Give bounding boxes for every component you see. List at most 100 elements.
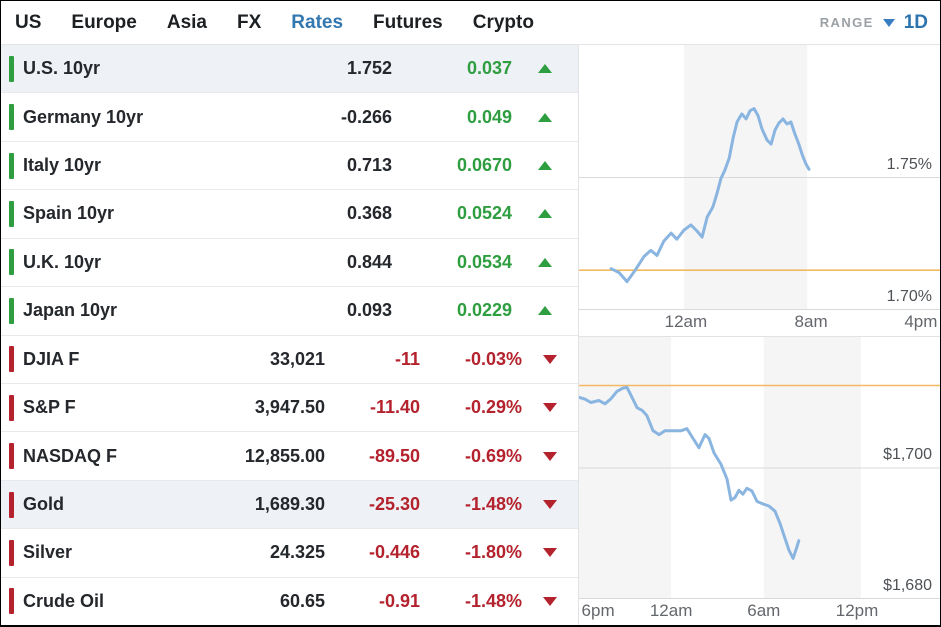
- instrument-value: 1,689.30: [254, 494, 325, 514]
- tab-crypto[interactable]: Crypto: [472, 11, 534, 33]
- direction-cell: [512, 112, 578, 122]
- triangle-down-icon: [543, 548, 557, 558]
- instrument-value: 0.093: [346, 300, 392, 321]
- accent-bar: [9, 200, 14, 227]
- direction-cell: [522, 548, 578, 558]
- direction-cell: [512, 209, 578, 219]
- direction-cell: [512, 257, 578, 267]
- range-label: RANGE: [819, 15, 874, 30]
- instrument-name: S&P F: [23, 397, 76, 418]
- us-10yr-chart-plot[interactable]: 1.75% 1.70%: [579, 45, 940, 310]
- instrument-value: 3,947.50: [254, 397, 325, 418]
- instrument-name: Italy 10yr: [23, 155, 102, 176]
- row-silver[interactable]: Silver 24.325 -0.446 -1.80%: [1, 529, 578, 578]
- instrument-value: 12,855.00: [244, 445, 325, 466]
- watchlist-table: U.S. 10yr 1.752 0.037 Germany 10yr -0.26…: [1, 45, 579, 625]
- tab-asia[interactable]: Asia: [166, 11, 207, 33]
- range-selector[interactable]: RANGE 1D: [820, 12, 928, 34]
- row-italy-10yr[interactable]: Italy 10yr 0.713 0.0670: [1, 141, 578, 191]
- x-tick-label: 6pm: [581, 601, 615, 620]
- instrument-name: Silver: [23, 542, 73, 563]
- triangle-up-icon: [538, 64, 552, 74]
- chevron-down-icon[interactable]: [882, 18, 895, 27]
- market-tabs: US Europe Asia FX Rates Futures Crypto: [15, 12, 534, 34]
- row-gold[interactable]: Gold 1,689.30 -25.30 -1.48%: [1, 480, 578, 530]
- triangle-up-icon: [538, 209, 552, 219]
- instrument-name: Crude Oil: [23, 590, 105, 611]
- instrument-name: NASDAQ F: [23, 445, 117, 466]
- range-value[interactable]: 1D: [903, 11, 928, 33]
- triangle-down-icon: [543, 500, 557, 509]
- row-u-s-10yr[interactable]: U.S. 10yr 1.752 0.037: [1, 45, 578, 94]
- instrument-name: U.K. 10yr: [23, 251, 102, 272]
- instrument-value: 1.752: [346, 58, 392, 79]
- accent-bar: [9, 443, 14, 470]
- instrument-name: DJIA F: [23, 348, 80, 369]
- accent-bar: [9, 491, 14, 518]
- row-djia-f[interactable]: DJIA F 33,021 -11 -0.03%: [1, 335, 578, 384]
- instrument-change: 0.0670: [456, 155, 512, 176]
- gold-chart-plot[interactable]: $1,700 $1,680: [579, 337, 940, 599]
- instrument-name: Gold: [23, 494, 64, 514]
- x-tick-label: 6am: [747, 601, 781, 620]
- tab-futures[interactable]: Futures: [373, 11, 443, 33]
- instrument-name: Spain 10yr: [23, 203, 115, 224]
- triangle-down-icon: [543, 354, 557, 364]
- direction-cell: [522, 500, 578, 509]
- instrument-change: 0.0524: [456, 203, 512, 224]
- x-tick-label: 12am: [649, 601, 693, 620]
- instrument-change: -89.50: [368, 445, 420, 466]
- instrument-change: 0.0534: [456, 251, 512, 272]
- row-nasdaq-f[interactable]: NASDAQ F 12,855.00 -89.50 -0.69%: [1, 432, 578, 481]
- tab-fx[interactable]: FX: [237, 11, 262, 33]
- instrument-change-pct: -1.80%: [464, 542, 522, 563]
- x-tick-label: 8am: [794, 312, 828, 331]
- instrument-name: Japan 10yr: [23, 300, 118, 321]
- row-germany-10yr[interactable]: Germany 10yr -0.266 0.049: [1, 93, 578, 142]
- instrument-change: -11: [394, 348, 420, 369]
- row-japan-10yr[interactable]: Japan 10yr 0.093 0.0229: [1, 287, 578, 336]
- direction-cell: [522, 596, 578, 606]
- triangle-down-icon: [543, 403, 557, 413]
- gold-chart[interactable]: $1,700 $1,680 6pm 12am 6am 12pm: [579, 337, 940, 625]
- x-tick-label: 4pm: [904, 312, 938, 331]
- row-u-k-10yr[interactable]: U.K. 10yr 0.844 0.0534: [1, 238, 578, 288]
- row-spain-10yr[interactable]: Spain 10yr 0.368 0.0524: [1, 190, 578, 239]
- tab-europe[interactable]: Europe: [71, 11, 137, 33]
- direction-cell: [512, 161, 578, 171]
- instrument-value: 24.325: [269, 542, 325, 563]
- charts-panel: 1.75% 1.70% 12am 8am 4pm $1,700 $1,680 6pm 12…: [579, 45, 940, 625]
- instrument-change-pct: -1.48%: [464, 590, 522, 611]
- accent-bar: [9, 152, 14, 179]
- accent-bar: [9, 346, 14, 373]
- top-nav: US Europe Asia FX Rates Futures Crypto RANGE 1…: [1, 1, 940, 45]
- instrument-change: -11.40: [369, 397, 420, 418]
- instrument-value: 0.368: [346, 203, 392, 224]
- gold-intraday-svg: [579, 337, 940, 599]
- direction-cell: [522, 403, 578, 413]
- us-10yr-chart[interactable]: 1.75% 1.70% 12am 8am 4pm: [579, 45, 940, 337]
- triangle-down-icon: [543, 451, 557, 461]
- row-crude-oil[interactable]: Crude Oil 60.65 -0.91 -1.48%: [1, 577, 578, 625]
- x-tick-label: 12pm: [835, 601, 879, 620]
- row-s-p-f[interactable]: S&P F 3,947.50 -11.40 -0.29%: [1, 383, 578, 433]
- instrument-value: -0.266: [340, 106, 392, 127]
- tab-us[interactable]: US: [15, 11, 42, 33]
- tab-rates[interactable]: Rates: [291, 11, 344, 33]
- y-grid-label: 1.75%: [886, 155, 932, 173]
- accent-bar: [9, 249, 14, 276]
- y-grid-label: $1,700: [883, 446, 932, 463]
- accent-bar: [9, 588, 14, 615]
- instrument-value: 60.65: [279, 590, 325, 611]
- price-line: [609, 107, 811, 284]
- instrument-change: -0.91: [378, 590, 420, 611]
- gold-chart-x-axis: 6pm 12am 6am 12pm: [579, 599, 940, 625]
- instrument-value: 0.844: [346, 251, 392, 272]
- accent-bar: [9, 394, 14, 421]
- direction-cell: [522, 451, 578, 461]
- instrument-name: U.S. 10yr: [23, 58, 101, 79]
- us-10yr-yield-intraday-svg: [579, 45, 940, 310]
- triangle-down-icon: [543, 596, 557, 606]
- price-line: [579, 385, 801, 560]
